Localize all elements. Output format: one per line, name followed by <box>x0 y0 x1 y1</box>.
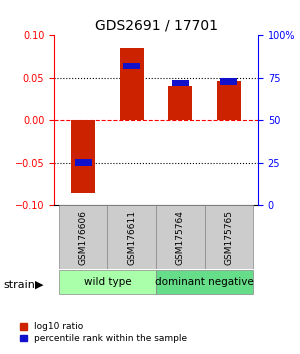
Bar <box>217 81 241 120</box>
FancyBboxPatch shape <box>107 205 156 269</box>
Legend: log10 ratio, percentile rank within the sample: log10 ratio, percentile rank within the … <box>20 322 187 343</box>
Text: GSM175764: GSM175764 <box>176 210 185 265</box>
Bar <box>71 120 95 193</box>
FancyBboxPatch shape <box>59 205 107 269</box>
Text: GSM176606: GSM176606 <box>79 210 88 265</box>
Text: GSM175765: GSM175765 <box>224 210 233 265</box>
FancyBboxPatch shape <box>156 270 253 294</box>
Text: wild type: wild type <box>84 277 131 287</box>
Bar <box>75 159 92 166</box>
Bar <box>172 80 189 86</box>
Title: GDS2691 / 17701: GDS2691 / 17701 <box>94 19 218 33</box>
Text: ▶: ▶ <box>34 280 43 290</box>
Text: GSM176611: GSM176611 <box>127 210 136 265</box>
FancyBboxPatch shape <box>205 205 253 269</box>
Text: strain: strain <box>3 280 35 290</box>
FancyBboxPatch shape <box>59 270 156 294</box>
Text: dominant negative: dominant negative <box>155 277 254 287</box>
Bar <box>168 86 192 120</box>
Bar <box>220 78 237 85</box>
Bar <box>120 48 144 120</box>
FancyBboxPatch shape <box>156 205 205 269</box>
Bar <box>123 63 140 69</box>
